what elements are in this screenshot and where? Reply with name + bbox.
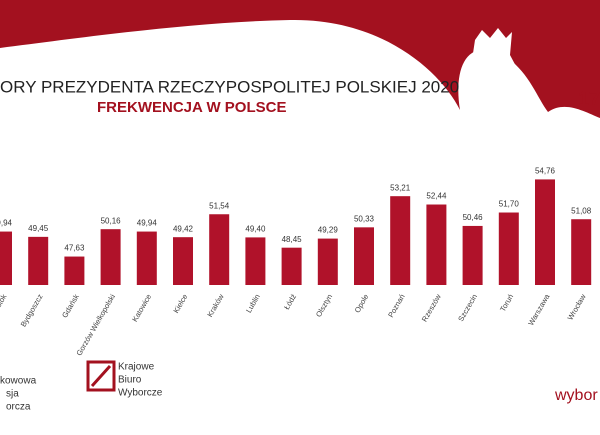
x-tick-label: Rzeszów [420, 292, 443, 323]
x-tick-label: Gorzów Wielkopolski [74, 292, 117, 357]
bar [0, 231, 12, 285]
site-name: wybor [554, 387, 598, 404]
value-label: 49,29 [318, 226, 339, 235]
bar [209, 214, 230, 285]
x-tick-label: Wrocław [566, 292, 588, 322]
bar [64, 256, 85, 285]
x-tick-label: Kielce [171, 292, 189, 314]
bar [28, 236, 49, 285]
value-label: 51,08 [571, 206, 592, 215]
value-label: 49,94 [0, 219, 13, 228]
value-label: 52,44 [426, 192, 447, 201]
kbw-logo [86, 360, 116, 392]
pkw-logo-text: sja [6, 389, 19, 400]
bar [281, 247, 302, 285]
value-label: 49,42 [173, 224, 194, 233]
bar [245, 237, 266, 285]
pkw-logo-text: orcza [6, 402, 31, 413]
corner-number: 17 [578, 88, 600, 110]
x-tick-label: Szczecin [456, 292, 479, 322]
title: ORY PREZYDENTA RZECZYPOSPOLITEJ POLSKIEJ… [0, 77, 459, 96]
value-label: 48,45 [282, 235, 303, 244]
bar [354, 227, 374, 285]
bar [173, 237, 193, 285]
value-label: 49,45 [28, 224, 49, 233]
header-banner [0, 0, 600, 118]
eagle-emblem [472, 28, 518, 110]
x-tick-label: Gdańsk [60, 292, 81, 319]
x-tick-label: Katowice [130, 292, 153, 323]
x-tick-label: Łódź [282, 292, 298, 311]
pkw-logo-text: kowowa [0, 376, 37, 387]
x-tick-label: Warszawa [526, 292, 552, 327]
bar [426, 204, 447, 285]
bar [535, 179, 555, 285]
bar [100, 229, 121, 285]
value-label: 49,40 [245, 225, 266, 234]
bar [462, 225, 483, 285]
x-tick-label: Kraków [205, 292, 226, 319]
value-label: 50,16 [101, 216, 122, 225]
kbw-logo-text: Krajowe [118, 362, 155, 373]
kbw-logo-mark [90, 364, 112, 388]
x-tick-label: Poznań [386, 292, 407, 319]
value-label: 49,94 [137, 219, 158, 228]
value-label: 51,54 [209, 201, 230, 210]
x-tick-label: Bydgoszcz [19, 292, 45, 328]
value-label: 47,63 [64, 244, 85, 253]
value-label: 54,76 [535, 167, 556, 176]
x-tick-label: Opole [353, 292, 371, 314]
bar [136, 231, 157, 285]
x-tick-label: Białystok [0, 292, 9, 323]
bar [571, 219, 592, 285]
bar [390, 196, 411, 285]
kbw-logo-text: Biuro [118, 375, 142, 386]
subtitle: FREKWENCJA W POLSCE [97, 99, 286, 116]
bar [317, 238, 338, 285]
x-tick-label: Olsztyn [314, 292, 334, 318]
value-label: 51,70 [499, 200, 520, 209]
kbw-logo-text: Wyborcze [118, 388, 163, 399]
value-label: 50,33 [354, 214, 375, 223]
x-tick-label: Lublin [244, 292, 262, 314]
value-label: 50,46 [463, 213, 484, 222]
value-label: 53,21 [390, 183, 411, 192]
x-tick-label: Toruń [498, 292, 515, 313]
bar [498, 212, 519, 285]
